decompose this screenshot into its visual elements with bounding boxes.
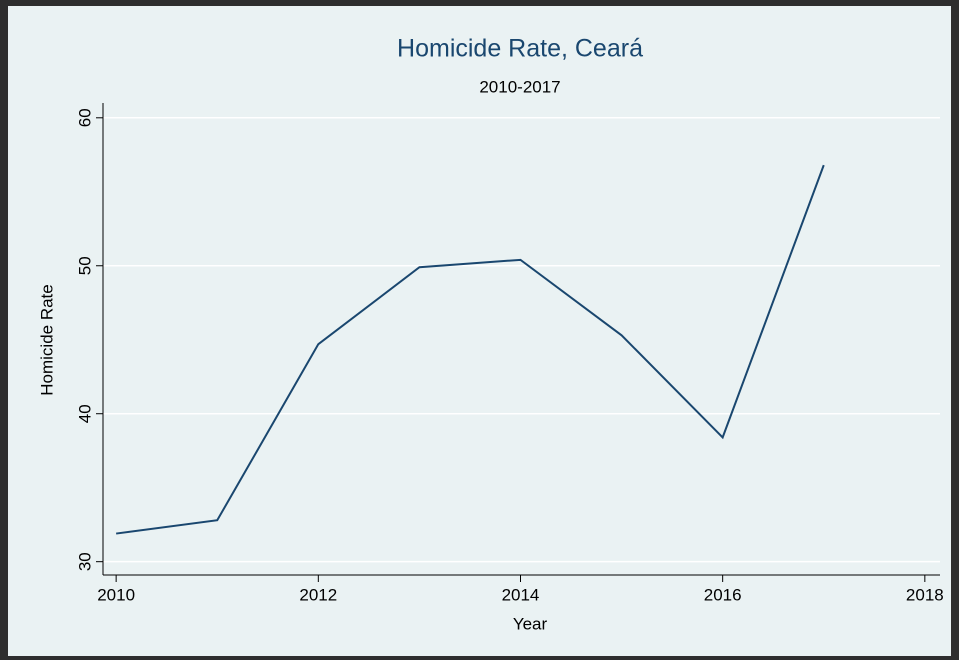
- chart-background: [8, 6, 951, 656]
- x-tick-label: 2012: [299, 585, 337, 604]
- x-tick-label: 2018: [906, 585, 944, 604]
- chart-title: Homicide Rate, Ceará: [397, 35, 643, 63]
- chart-subtitle: 2010-2017: [479, 77, 560, 96]
- x-tick-label: 2010: [97, 585, 135, 604]
- x-axis-label: Year: [513, 614, 548, 633]
- y-tick-label: 30: [75, 552, 94, 571]
- x-tick-label: 2014: [502, 585, 540, 604]
- data-line: [116, 164, 825, 535]
- y-axis-label: Homicide Rate: [37, 284, 56, 396]
- y-tick-label: 50: [75, 256, 94, 275]
- x-tick-label: 2016: [704, 585, 742, 604]
- y-tick-label: 60: [75, 108, 94, 127]
- y-tick-label: 40: [75, 404, 94, 423]
